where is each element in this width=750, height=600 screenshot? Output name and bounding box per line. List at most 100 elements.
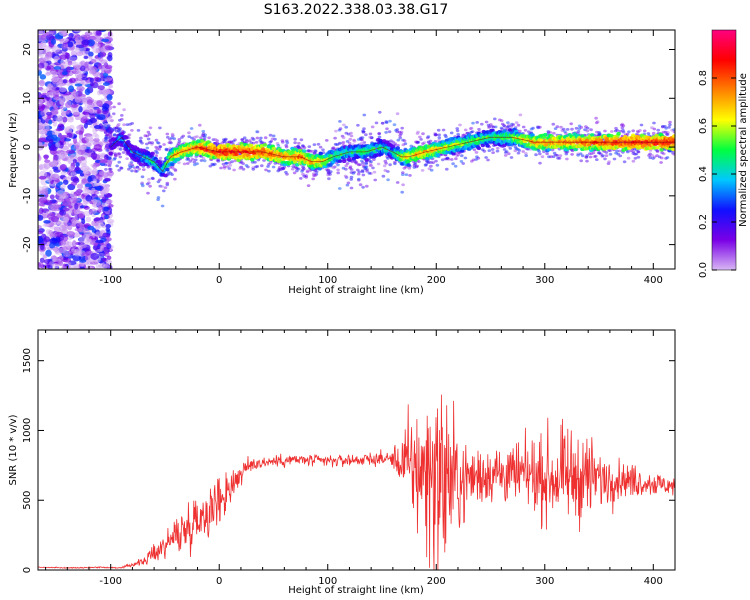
- spectral-point: [79, 65, 86, 72]
- spectral-point: [97, 62, 103, 70]
- spectral-point: [557, 156, 562, 160]
- spectral-point: [198, 123, 202, 127]
- spectral-point: [659, 161, 663, 164]
- spectral-point: [93, 217, 101, 222]
- spectral-point: [595, 158, 599, 162]
- spectral-point: [93, 144, 103, 151]
- spectral-point: [604, 154, 609, 158]
- spectral-point: [219, 166, 223, 170]
- spectral-point: [579, 126, 584, 129]
- spectral-point: [224, 161, 228, 165]
- spectral-point: [146, 130, 151, 134]
- spectral-point: [158, 126, 162, 130]
- spectral-point: [655, 154, 659, 158]
- spectral-point: [357, 170, 362, 174]
- spectral-point: [110, 119, 114, 123]
- spectral-point: [334, 129, 338, 133]
- spectral-point: [476, 146, 482, 151]
- spectral-point: [55, 142, 61, 148]
- spectral-point: [290, 167, 295, 171]
- spectral-point: [346, 157, 352, 162]
- spectral-point: [338, 159, 343, 163]
- spectral-point: [459, 160, 464, 163]
- spectral-point: [250, 157, 255, 162]
- spectral-point: [383, 169, 388, 172]
- spectral-point: [326, 171, 331, 175]
- spectral-point: [461, 162, 466, 165]
- spectral-point: [106, 76, 112, 82]
- spectral-point: [312, 174, 316, 178]
- spectral-point: [80, 60, 86, 67]
- spectral-point: [370, 125, 375, 129]
- spectral-point: [38, 230, 44, 235]
- spectral-point: [169, 141, 173, 145]
- spectral-point: [49, 86, 55, 93]
- spectral-point: [120, 131, 125, 136]
- spectral-point: [338, 120, 342, 123]
- spectral-point: [201, 129, 206, 133]
- spectral-point: [39, 250, 45, 256]
- spectral-point: [148, 126, 153, 130]
- spectral-point: [368, 135, 372, 139]
- spectral-point: [299, 177, 303, 180]
- spectral-point: [372, 170, 377, 174]
- spectral-point: [312, 143, 317, 147]
- spectral-point: [331, 166, 336, 170]
- spectral-point: [225, 165, 230, 168]
- spectral-point: [104, 136, 108, 140]
- spectral-point: [146, 191, 150, 195]
- spectral-point: [463, 156, 468, 160]
- spectral-point: [51, 77, 59, 83]
- spectral-point: [619, 123, 624, 127]
- spectral-point: [570, 153, 574, 156]
- spectral-point: [377, 132, 382, 135]
- spectral-point: [208, 164, 213, 168]
- spectral-point: [266, 165, 270, 168]
- spectral-point: [117, 168, 121, 172]
- spectral-point: [61, 43, 68, 50]
- spectral-point: [77, 195, 83, 199]
- spectral-point: [74, 94, 80, 101]
- spectral-point: [63, 127, 73, 133]
- spectral-point: [95, 186, 101, 191]
- spectral-point: [38, 79, 45, 87]
- spectral-point: [92, 178, 98, 185]
- spectral-point: [270, 137, 275, 141]
- spectral-point: [386, 178, 390, 182]
- spectral-point: [594, 116, 598, 120]
- spectral-point: [51, 215, 59, 223]
- spectral-point: [187, 135, 191, 139]
- spectral-point: [70, 181, 78, 186]
- spectral-point: [429, 168, 434, 172]
- spectral-point: [388, 119, 392, 123]
- spectral-point: [58, 30, 67, 36]
- spectral-point: [271, 165, 276, 169]
- spectral-point: [40, 34, 47, 41]
- spectral-point: [585, 126, 590, 130]
- spectral-point: [385, 127, 389, 131]
- spectral-point: [321, 148, 325, 152]
- spectral-point: [78, 106, 83, 113]
- spectral-point: [61, 266, 68, 269]
- spectral-point: [436, 128, 441, 132]
- spectral-point: [105, 149, 109, 152]
- spectral-point: [89, 208, 98, 214]
- spectral-point: [43, 219, 51, 224]
- spectral-point: [62, 216, 69, 224]
- spectral-point: [395, 146, 400, 150]
- spectral-point: [59, 106, 67, 110]
- spectral-point: [297, 141, 301, 145]
- spectral-point: [376, 162, 381, 166]
- spectral-point: [75, 115, 81, 121]
- spectral-point: [552, 132, 557, 135]
- spectral-point: [163, 173, 168, 178]
- spectral-point: [398, 136, 403, 140]
- spectrogram-points: [38, 30, 675, 269]
- spectral-point: [95, 231, 104, 237]
- spectral-point: [216, 158, 221, 162]
- spectral-point: [101, 188, 109, 195]
- spectral-point: [66, 231, 76, 237]
- spectral-point: [94, 76, 100, 81]
- spectral-point: [306, 184, 311, 188]
- spectral-point: [72, 137, 78, 144]
